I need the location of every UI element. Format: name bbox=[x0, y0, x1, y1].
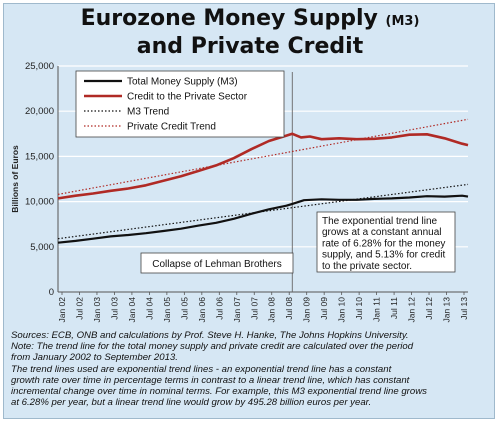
x-tick-label: Jan 02 bbox=[57, 297, 67, 323]
title-main: Eurozone Money Supply bbox=[80, 6, 378, 31]
line-chart: 0 5,000 10,000 15,000 20,000 25,000 Billions o… bbox=[10, 61, 469, 323]
event-label-box bbox=[140, 252, 294, 274]
x-tick-label: Jan 12 bbox=[407, 297, 417, 323]
sources-line: Sources: ECB, ONB and calculations by Pr… bbox=[11, 330, 409, 341]
x-tick-label: Jul 10 bbox=[354, 297, 364, 320]
event-label: Collapse of Lehman Brothers bbox=[152, 259, 282, 270]
x-tick-label: Jan 05 bbox=[162, 297, 172, 323]
sources-line: at 6.28% per year, but a linear trend li… bbox=[11, 397, 372, 409]
sources-line: growth rate over time in percentage term… bbox=[11, 374, 410, 386]
annotation-line: supply, and 5.13% for credit bbox=[322, 250, 445, 261]
annotation-line: to the private sector. bbox=[322, 261, 412, 272]
legend-label: Private Credit Trend bbox=[127, 122, 216, 133]
y-axis-label: Billions of Euros bbox=[10, 145, 20, 213]
legend-label: M3 Trend bbox=[127, 107, 169, 118]
m3-line bbox=[57, 194, 469, 244]
sources-note: Sources: ECB, ONB and calculations by Pr… bbox=[11, 330, 491, 408]
y-tick-label: 5,000 bbox=[30, 242, 54, 253]
x-tick-label: Jan 08 bbox=[267, 297, 277, 323]
x-tick-label: Jan 10 bbox=[337, 297, 347, 323]
sources-line: incremental change over time in nominal … bbox=[11, 386, 427, 398]
x-tick-label: Jan 07 bbox=[232, 297, 242, 323]
title-suffix: (M3) bbox=[385, 14, 420, 29]
y-tick-label: 10,000 bbox=[25, 197, 54, 208]
x-tick-label: Jul 02 bbox=[74, 297, 84, 320]
x-tick-label: Jul 07 bbox=[249, 297, 259, 320]
x-tick-label: Jul 11 bbox=[389, 297, 399, 319]
legend-label: Total Money Supply (M3) bbox=[127, 77, 238, 88]
y-tick-label: 20,000 bbox=[25, 106, 54, 117]
x-tick-label: Jul 13 bbox=[459, 297, 469, 320]
y-tick-label: 0 bbox=[49, 287, 54, 298]
x-tick-label: Jan 11 bbox=[372, 297, 382, 322]
x-tick-label: Jan 04 bbox=[127, 297, 137, 323]
x-tick-label: Jul 12 bbox=[424, 297, 434, 320]
x-tick-label: Jul 03 bbox=[109, 297, 119, 320]
private-credit-line bbox=[57, 132, 469, 200]
x-tick-label: Jan 13 bbox=[442, 297, 452, 323]
sources-line: The trend lines used are exponential tre… bbox=[11, 363, 392, 375]
annotation-line: grows at a constant annual bbox=[322, 227, 442, 238]
chart-title-line2: and Private Credit bbox=[136, 34, 364, 59]
sources-line: Note: The trend line for the total money… bbox=[11, 341, 414, 353]
x-tick-label: Jul 09 bbox=[319, 297, 329, 320]
x-tick-label: Jul 04 bbox=[144, 297, 154, 320]
x-tick-label: Jan 06 bbox=[197, 297, 207, 323]
sources-line: from January 2002 to September 2013. bbox=[11, 352, 178, 364]
x-tick-label: Jul 06 bbox=[214, 297, 224, 320]
private-credit-trend-line bbox=[57, 118, 469, 195]
y-tick-label: 15,000 bbox=[25, 151, 54, 162]
x-tick-label: Jul 08 bbox=[284, 297, 294, 320]
annotation-line: rate of 6.28% for the money bbox=[322, 238, 445, 249]
x-tick-label: Jul 05 bbox=[179, 297, 189, 320]
y-tick-label: 25,000 bbox=[25, 61, 54, 72]
legend-label: Credit to the Private Sector bbox=[127, 92, 248, 103]
chart-title-line1: Eurozone Money Supply (M3) bbox=[0, 6, 500, 31]
x-tick-label: Jan 09 bbox=[302, 297, 312, 323]
x-tick-label: Jan 03 bbox=[92, 297, 102, 323]
annotation-box bbox=[316, 211, 456, 273]
annotation-line: The exponential trend line bbox=[322, 216, 438, 227]
